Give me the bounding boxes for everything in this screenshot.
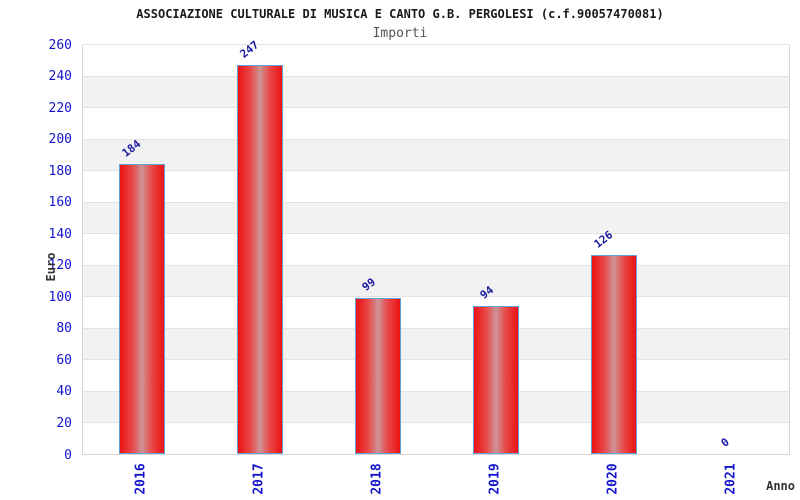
- plot-band: [83, 327, 789, 360]
- y-tick-140: 140: [48, 226, 72, 242]
- y-tick-200: 200: [48, 132, 72, 148]
- x-tick-2019: 2019: [487, 463, 503, 495]
- plot-band: [83, 107, 789, 139]
- x-tick-2021: 2021: [723, 463, 739, 495]
- y-tick-20: 20: [56, 415, 72, 431]
- plot-band: [83, 359, 789, 391]
- y-tick-240: 240: [48, 69, 72, 85]
- plot-band: [83, 201, 789, 234]
- y-tick-180: 180: [48, 163, 72, 179]
- y-tick-60: 60: [56, 352, 72, 368]
- chart-title: ASSOCIAZIONE CULTURALE DI MUSICA E CANTO…: [136, 7, 664, 21]
- plot-area: 184 247 99 94 126 0: [82, 38, 790, 455]
- y-axis-title: Euro: [44, 252, 58, 282]
- bar-2019: [473, 305, 519, 454]
- y-tick-260: 260: [48, 37, 72, 53]
- plot-band: [83, 390, 789, 423]
- plot-band: [83, 138, 789, 171]
- y-tick-40: 40: [56, 384, 72, 400]
- x-tick-2020: 2020: [605, 463, 621, 495]
- y-tick-120: 120: [48, 258, 72, 274]
- chart-subtitle: Importi: [372, 26, 428, 41]
- plot-band: [83, 44, 789, 76]
- y-tick-160: 160: [48, 195, 72, 211]
- plot-band: [83, 75, 789, 108]
- y-tick-220: 220: [48, 100, 72, 116]
- y-tick-100: 100: [48, 289, 72, 305]
- y-tick-0: 0: [64, 447, 72, 463]
- plot-band: [83, 233, 789, 265]
- bar-2016: [119, 163, 165, 454]
- x-tick-2016: 2016: [133, 463, 149, 495]
- plot-band: [83, 422, 789, 454]
- plot-band: [83, 264, 789, 297]
- x-tick-2018: 2018: [369, 463, 385, 495]
- bar-2018: [355, 297, 401, 454]
- plot-band: [83, 296, 789, 328]
- bar-2020: [591, 255, 637, 454]
- x-tick-2017: 2017: [251, 463, 267, 495]
- y-tick-80: 80: [56, 321, 72, 337]
- bar-2017: [237, 64, 283, 454]
- x-axis-title: Anno: [766, 479, 795, 493]
- plot-band: [83, 170, 789, 202]
